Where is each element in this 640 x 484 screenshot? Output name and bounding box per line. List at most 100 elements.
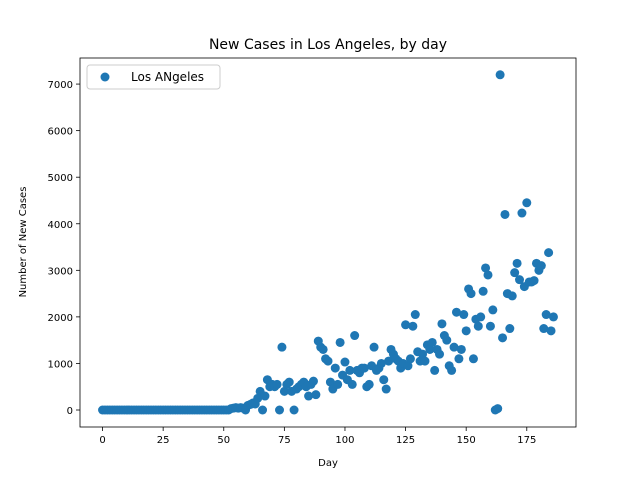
x-tick-label: 150: [457, 435, 476, 446]
point: [359, 363, 369, 373]
point: [253, 393, 263, 403]
point: [473, 321, 483, 331]
point: [483, 270, 493, 280]
point: [517, 208, 527, 218]
point: [451, 307, 461, 317]
point: [459, 310, 469, 320]
legend-marker: [100, 72, 110, 82]
point: [384, 356, 394, 366]
y-tick-label: 6000: [48, 127, 73, 138]
point: [481, 263, 491, 273]
point: [260, 391, 270, 401]
point: [277, 342, 287, 352]
point: [425, 344, 435, 354]
point: [454, 354, 464, 364]
point: [430, 365, 440, 375]
point: [379, 375, 389, 385]
point: [529, 276, 539, 286]
point: [403, 361, 413, 371]
point: [308, 376, 318, 386]
point: [512, 258, 522, 268]
legend-label: Los ANgeles: [131, 70, 204, 84]
x-tick-label: 125: [396, 435, 415, 446]
point: [347, 379, 357, 389]
y-tick-label: 0: [67, 406, 73, 417]
point: [401, 320, 411, 330]
point: [311, 390, 321, 400]
x-tick-label: 50: [217, 435, 230, 446]
y-tick-label: 4000: [48, 220, 73, 231]
point: [544, 248, 554, 258]
point: [405, 354, 415, 364]
point: [420, 356, 430, 366]
point: [488, 305, 498, 315]
point: [408, 321, 418, 331]
point: [541, 310, 551, 320]
point: [325, 377, 335, 387]
point: [284, 377, 294, 387]
point: [340, 357, 350, 367]
point: [330, 363, 340, 373]
point: [258, 405, 268, 415]
point: [476, 312, 486, 322]
point: [449, 342, 459, 352]
point: [478, 286, 488, 296]
point: [333, 379, 343, 389]
point: [493, 404, 503, 414]
point: [466, 289, 476, 299]
point: [304, 391, 314, 401]
point: [279, 386, 289, 396]
point: [505, 324, 515, 334]
x-tick-label: 175: [517, 435, 536, 446]
x-tick-label: 100: [335, 435, 354, 446]
point: [468, 354, 478, 364]
y-axis-label: Number of New Cases: [18, 187, 29, 298]
x-tick-label: 25: [157, 435, 170, 446]
x-tick-label: 75: [278, 435, 291, 446]
y-tick-label: 3000: [48, 266, 73, 277]
plot-frame: [79, 57, 577, 428]
y-tick-label: 2000: [48, 313, 73, 324]
point: [437, 319, 447, 329]
point: [500, 209, 510, 219]
point: [515, 275, 525, 285]
y-tick-label: 5000: [48, 173, 73, 184]
point: [318, 344, 328, 354]
point: [546, 326, 556, 336]
y-tick-label: 7000: [48, 80, 73, 91]
point: [381, 384, 391, 394]
legend-box: [86, 64, 221, 90]
point: [447, 365, 457, 375]
point: [536, 261, 546, 271]
point: [350, 331, 360, 341]
point: [461, 326, 471, 336]
point: [275, 405, 285, 415]
point: [272, 379, 282, 389]
point: [495, 70, 505, 80]
point: [442, 335, 452, 345]
point: [507, 291, 517, 301]
point: [510, 268, 520, 278]
point: [410, 310, 420, 320]
point: [289, 405, 299, 415]
x-tick-label: 0: [99, 435, 105, 446]
point: [498, 333, 508, 343]
point: [335, 337, 345, 347]
point: [345, 365, 355, 375]
y-tick-label: 1000: [48, 359, 73, 370]
point: [364, 379, 374, 389]
point: [418, 349, 428, 359]
point: [485, 321, 495, 331]
point: [548, 312, 558, 322]
point: [323, 356, 333, 366]
x-axis-label: Day: [318, 458, 338, 469]
point: [427, 337, 437, 347]
point: [369, 342, 379, 352]
chart-title: New Cases in Los Angeles, by day: [209, 37, 447, 53]
point: [435, 349, 445, 359]
point: [456, 344, 466, 354]
point: [376, 358, 386, 368]
point: [522, 198, 532, 208]
